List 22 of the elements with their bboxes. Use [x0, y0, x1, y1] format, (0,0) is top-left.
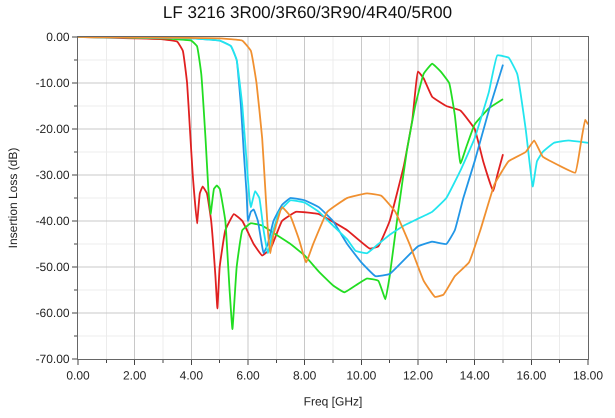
- y-tick-label: 0.00: [46, 30, 70, 44]
- y-tick-label: -10.00: [36, 76, 70, 90]
- x-tick-label: 18.00: [572, 368, 604, 382]
- x-axis-title: Freq [GHz]: [304, 394, 362, 408]
- x-tick-label: 6.00: [236, 368, 260, 382]
- x-tick-label: 10.00: [346, 368, 377, 382]
- y-tick-label: -70.00: [36, 352, 70, 366]
- x-tick-label: 14.00: [460, 368, 490, 382]
- y-tick-label: -60.00: [36, 306, 70, 320]
- y-tick-label: -40.00: [36, 214, 70, 228]
- y-tick-label: -50.00: [36, 260, 70, 274]
- x-tick-label: 2.00: [122, 368, 147, 382]
- y-tick-label: -30.00: [36, 168, 70, 182]
- x-tick-label: 0.00: [66, 368, 90, 382]
- y-axis-title: Insertion Loss (dB): [6, 148, 20, 248]
- x-tick-label: 4.00: [180, 368, 204, 382]
- x-tick-label: 16.00: [516, 368, 547, 382]
- y-tick-label: -20.00: [36, 122, 70, 136]
- chart-title: LF 3216 3R00/3R60/3R90/4R40/5R00: [162, 3, 452, 22]
- x-tick-label: 12.00: [402, 368, 434, 382]
- x-tick-label: 8.00: [292, 368, 317, 382]
- line-series: [78, 37, 588, 298]
